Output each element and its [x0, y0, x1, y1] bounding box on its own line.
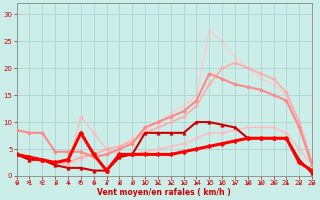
X-axis label: Vent moyen/en rafales ( km/h ): Vent moyen/en rafales ( km/h )	[98, 188, 231, 197]
